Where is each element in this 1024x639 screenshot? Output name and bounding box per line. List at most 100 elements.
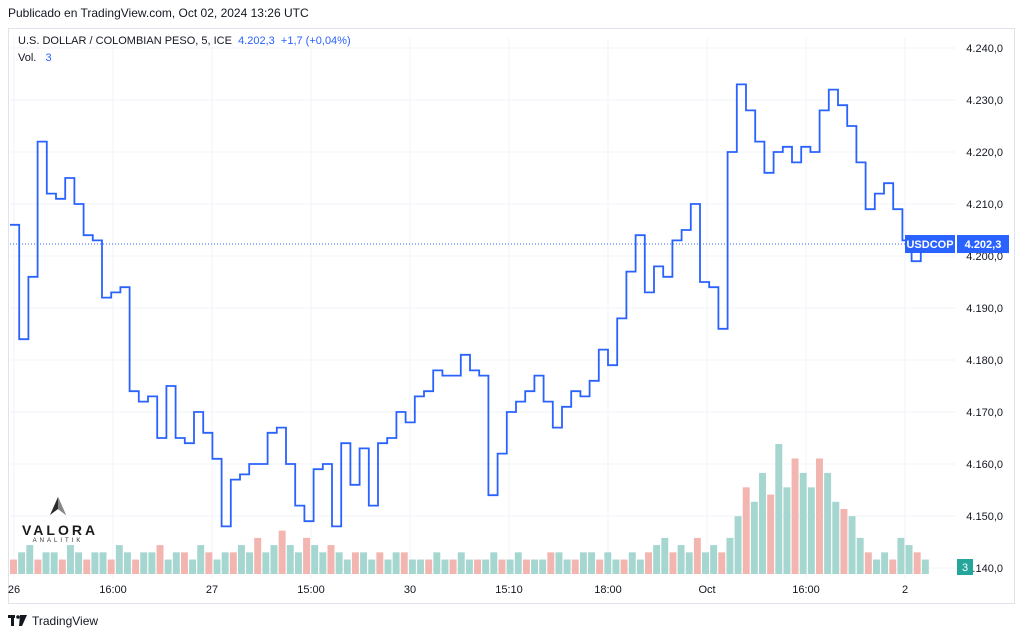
volume-bar [360, 552, 368, 574]
volume-bar [848, 516, 856, 574]
volume-bar [311, 545, 319, 574]
volume-bar [384, 559, 392, 574]
volume-bar [677, 545, 685, 574]
symbol-badge-label: USDCOP [906, 239, 953, 251]
volume-bar [759, 472, 766, 574]
y-tick-label: 4.190,0 [966, 303, 1003, 315]
price-badges: USDCOP 4.202,3 3 [905, 235, 1009, 575]
volume-bar [75, 552, 83, 574]
volume-bar [140, 552, 148, 574]
volume-bar [579, 552, 587, 574]
volume-bar [807, 487, 815, 574]
volume-badge [957, 559, 973, 575]
volume-bar [221, 552, 229, 574]
volume-bar [262, 552, 270, 574]
volume-bar [34, 559, 42, 574]
volume-bars [10, 444, 929, 574]
volume-bar [189, 559, 197, 574]
volume-bar [246, 552, 254, 574]
volume-bar [620, 559, 628, 574]
volume-bar [465, 559, 473, 574]
volume-bar [498, 559, 506, 574]
volume-bar [115, 545, 123, 574]
volume-bar [563, 559, 571, 574]
volume-bar [767, 494, 775, 574]
x-tick-label: 26 [8, 584, 20, 596]
volume-bar [734, 516, 742, 574]
volume-bar [66, 545, 74, 574]
volume-bar [588, 552, 595, 574]
volume-bar [270, 545, 278, 574]
y-tick-label: 4.200,0 [966, 251, 1003, 263]
y-tick-label: 4.180,0 [966, 355, 1003, 367]
volume-bar [286, 545, 294, 574]
volume-bar [441, 559, 449, 574]
volume-bar [856, 537, 864, 574]
volume-bar [474, 559, 482, 574]
volume-bar [303, 537, 311, 574]
volume-bar [343, 559, 351, 574]
volume-bar [921, 559, 929, 574]
y-tick-label: 4.140,0 [966, 563, 1003, 575]
volume-bar [531, 559, 539, 574]
volume-legend: Vol. 3 [18, 52, 52, 64]
volume-bar [864, 552, 872, 574]
x-tick-label: Oct [698, 584, 715, 596]
volume-bar [205, 552, 213, 574]
tradingview-footer[interactable]: TradingView [8, 614, 98, 628]
valora-name: VALORA [22, 522, 99, 538]
volume-bar [148, 552, 156, 574]
volume-bar [335, 552, 343, 574]
volume-bar [482, 559, 490, 574]
x-axis-ticks: 26 16:00 27 15:00 30 15:10 18:00 Oct 16:00 2 [8, 584, 908, 596]
volume-bar [278, 530, 286, 574]
volume-bar [653, 545, 661, 574]
x-tick-label: 15:10 [495, 584, 523, 596]
volume-bar [889, 559, 897, 574]
volume-bar [832, 501, 840, 574]
volume-bar [42, 552, 50, 574]
volume-bar [91, 552, 99, 574]
x-tick-label: 15:00 [297, 584, 325, 596]
volume-bar [718, 552, 726, 574]
legend-change: +1,7 (+0,04%) [280, 35, 351, 47]
chart-frame [8, 28, 1015, 604]
volume-bar [506, 559, 514, 574]
series-line-usdcop [10, 83, 931, 528]
volume-bar [433, 552, 441, 574]
x-tick-label: 2 [902, 584, 908, 596]
last-price-badge [957, 235, 1009, 254]
volume-bar [571, 559, 579, 574]
x-tick-label: 27 [206, 584, 218, 596]
volume-bar [612, 559, 620, 574]
x-tick-label: 16:00 [792, 584, 820, 596]
volume-value: 3 [45, 52, 52, 64]
volume-bar [408, 559, 416, 574]
x-tick-label: 30 [404, 584, 416, 596]
volume-bar [693, 537, 701, 574]
y-tick-label: 4.150,0 [966, 511, 1003, 523]
volume-bar [897, 537, 905, 574]
volume-bar [816, 458, 823, 574]
volume-bar [685, 552, 693, 574]
x-tick-label: 16:00 [99, 584, 127, 596]
volume-bar [873, 559, 880, 574]
valora-sub: ANALITIK [32, 538, 84, 544]
volume-bar [237, 545, 245, 574]
volume-bar [50, 552, 58, 574]
volume-bar [522, 559, 530, 574]
volume-bar [702, 552, 709, 574]
volume-bar [824, 472, 832, 574]
volume-bar [750, 501, 758, 574]
symbol-badge [905, 235, 955, 254]
y-tick-label: 4.170,0 [966, 407, 1003, 419]
volume-bar [636, 559, 644, 574]
volume-bar [799, 472, 807, 574]
y-tick-label: 4.220,0 [966, 147, 1003, 159]
volume-bar [604, 552, 612, 574]
volume-bar [645, 552, 652, 574]
volume-bar [514, 552, 522, 574]
footer-brand: TradingView [32, 614, 99, 628]
chart-legend: U.S. DOLLAR / COLOMBIAN PESO, 5, ICE 4.2… [18, 35, 351, 47]
